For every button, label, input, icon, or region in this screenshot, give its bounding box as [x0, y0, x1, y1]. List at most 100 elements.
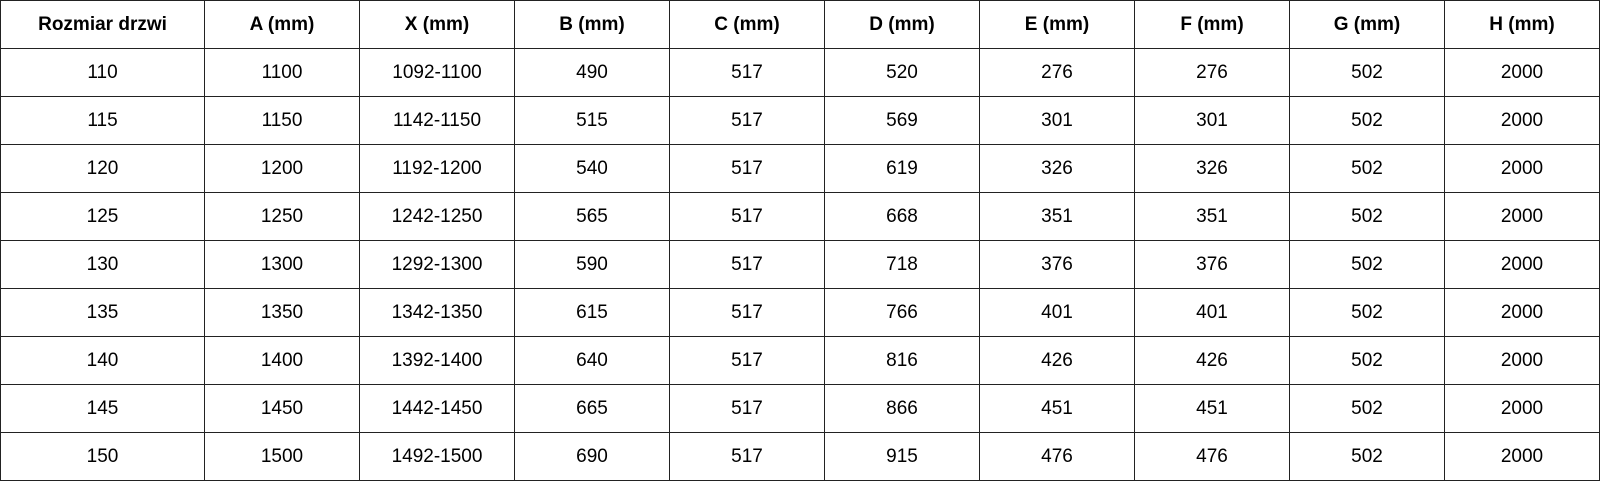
table-cell: 1500 — [204, 432, 360, 481]
table-cell: 2000 — [1444, 144, 1600, 193]
table-cell: 426 — [1134, 336, 1290, 385]
column-header: C (mm) — [669, 0, 825, 49]
table-cell: 2000 — [1444, 192, 1600, 241]
table-cell: 502 — [1289, 384, 1445, 433]
table-cell: 110 — [0, 48, 205, 97]
table-cell: 540 — [514, 144, 670, 193]
table-cell: 1350 — [204, 288, 360, 337]
table-cell: 276 — [979, 48, 1135, 97]
table-cell: 502 — [1289, 336, 1445, 385]
column-header: B (mm) — [514, 0, 670, 49]
table-cell: 2000 — [1444, 336, 1600, 385]
table-row: 135 1350 1342-1350 615 517 766 401 401 502 2000 — [0, 288, 1600, 337]
table-cell: 1100 — [204, 48, 360, 97]
column-header: A (mm) — [204, 0, 360, 49]
column-header: D (mm) — [824, 0, 980, 49]
table-row: 150 1500 1492-1500 690 517 915 476 476 502 2000 — [0, 432, 1600, 481]
table-cell: 2000 — [1444, 432, 1600, 481]
table-cell: 326 — [1134, 144, 1290, 193]
table-cell: 115 — [0, 96, 205, 145]
table-row: 125 1250 1242-1250 565 517 668 351 351 502 2000 — [0, 192, 1600, 241]
table-cell: 565 — [514, 192, 670, 241]
table-cell: 816 — [824, 336, 980, 385]
table-cell: 502 — [1289, 144, 1445, 193]
column-header: X (mm) — [359, 0, 515, 49]
table-cell: 517 — [669, 96, 825, 145]
table-row: 120 1200 1192-1200 540 517 619 326 326 502 2000 — [0, 144, 1600, 193]
table-cell: 125 — [0, 192, 205, 241]
table-cell: 517 — [669, 432, 825, 481]
table-cell: 515 — [514, 96, 670, 145]
table-cell: 517 — [669, 144, 825, 193]
table-cell: 150 — [0, 432, 205, 481]
table-cell: 690 — [514, 432, 670, 481]
table-cell: 665 — [514, 384, 670, 433]
table-cell: 502 — [1289, 96, 1445, 145]
table-cell: 766 — [824, 288, 980, 337]
table-cell: 517 — [669, 48, 825, 97]
table-cell: 1092-1100 — [359, 48, 515, 97]
table-cell: 1392-1400 — [359, 336, 515, 385]
table-cell: 1150 — [204, 96, 360, 145]
table-cell: 615 — [514, 288, 670, 337]
table-cell: 301 — [979, 96, 1135, 145]
table-cell: 276 — [1134, 48, 1290, 97]
table-cell: 2000 — [1444, 48, 1600, 97]
column-header: F (mm) — [1134, 0, 1290, 49]
table-cell: 1400 — [204, 336, 360, 385]
column-header: G (mm) — [1289, 0, 1445, 49]
table-cell: 145 — [0, 384, 205, 433]
table-cell: 351 — [1134, 192, 1290, 241]
table-cell: 2000 — [1444, 96, 1600, 145]
table-cell: 1200 — [204, 144, 360, 193]
table-cell: 135 — [0, 288, 205, 337]
table-row: 115 1150 1142-1150 515 517 569 301 301 502 2000 — [0, 96, 1600, 145]
table-cell: 517 — [669, 384, 825, 433]
table-cell: 517 — [669, 288, 825, 337]
table-cell: 1300 — [204, 240, 360, 289]
table-cell: 490 — [514, 48, 670, 97]
table-cell: 326 — [979, 144, 1135, 193]
table-cell: 451 — [979, 384, 1135, 433]
table-cell: 1292-1300 — [359, 240, 515, 289]
table-cell: 502 — [1289, 240, 1445, 289]
table-cell: 569 — [824, 96, 980, 145]
table-cell: 426 — [979, 336, 1135, 385]
table-cell: 476 — [979, 432, 1135, 481]
table-cell: 2000 — [1444, 384, 1600, 433]
table-cell: 401 — [1134, 288, 1290, 337]
table-cell: 451 — [1134, 384, 1290, 433]
table-cell: 120 — [0, 144, 205, 193]
table-cell: 517 — [669, 240, 825, 289]
table-cell: 1492-1500 — [359, 432, 515, 481]
table-cell: 140 — [0, 336, 205, 385]
table-cell: 520 — [824, 48, 980, 97]
table-cell: 1242-1250 — [359, 192, 515, 241]
table-row: 110 1100 1092-1100 490 517 520 276 276 502 2000 — [0, 48, 1600, 97]
table-cell: 517 — [669, 192, 825, 241]
table-cell: 1142-1150 — [359, 96, 515, 145]
table-row: 130 1300 1292-1300 590 517 718 376 376 502 2000 — [0, 240, 1600, 289]
table-cell: 866 — [824, 384, 980, 433]
table-cell: 301 — [1134, 96, 1290, 145]
table-cell: 1442-1450 — [359, 384, 515, 433]
table-cell: 376 — [1134, 240, 1290, 289]
table-cell: 590 — [514, 240, 670, 289]
table-cell: 1192-1200 — [359, 144, 515, 193]
table-cell: 2000 — [1444, 288, 1600, 337]
table-cell: 718 — [824, 240, 980, 289]
table-row: 145 1450 1442-1450 665 517 866 451 451 502 2000 — [0, 384, 1600, 433]
table-cell: 476 — [1134, 432, 1290, 481]
table-cell: 351 — [979, 192, 1135, 241]
table-cell: 502 — [1289, 48, 1445, 97]
table-cell: 502 — [1289, 192, 1445, 241]
table-cell: 502 — [1289, 288, 1445, 337]
table-cell: 619 — [824, 144, 980, 193]
table-cell: 502 — [1289, 432, 1445, 481]
table-cell: 1450 — [204, 384, 360, 433]
table-cell: 668 — [824, 192, 980, 241]
table-cell: 130 — [0, 240, 205, 289]
table-row: 140 1400 1392-1400 640 517 816 426 426 502 2000 — [0, 336, 1600, 385]
column-header: E (mm) — [979, 0, 1135, 49]
